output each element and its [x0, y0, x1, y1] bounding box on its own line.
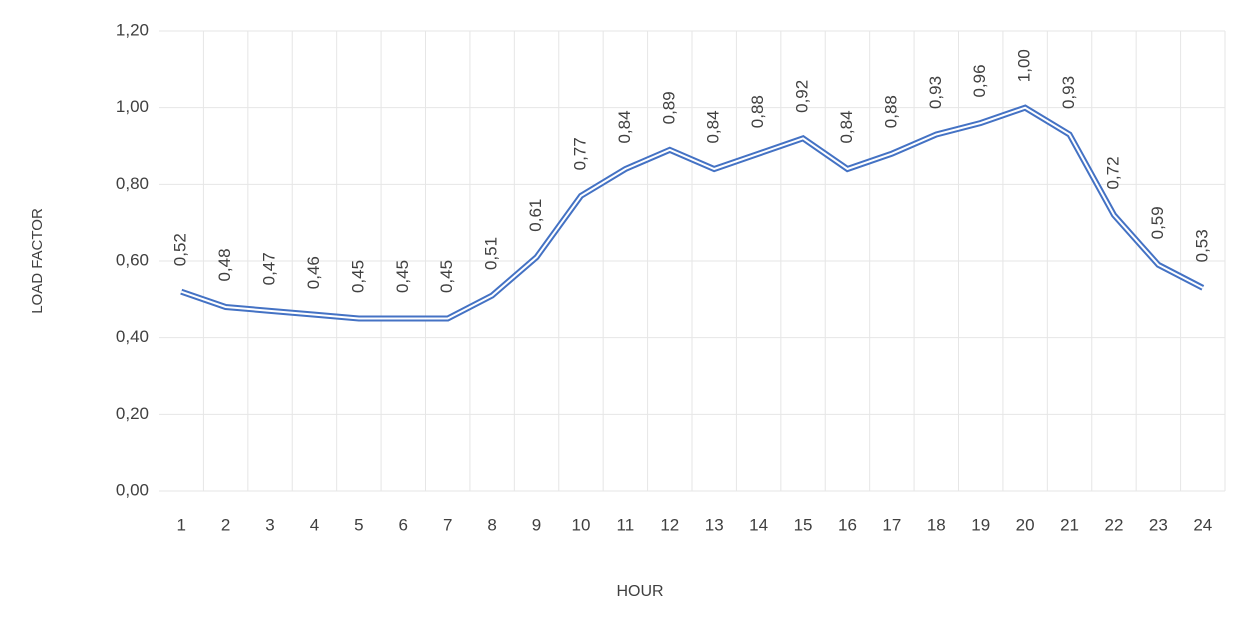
x-tick-label: 20: [1016, 515, 1035, 534]
data-label: 0,45: [393, 260, 412, 293]
x-tick-label: 23: [1149, 515, 1168, 534]
y-axis-title: LOAD FACTOR: [29, 208, 46, 314]
data-label: 0,96: [970, 64, 989, 97]
y-tick-label: 1,00: [116, 97, 149, 116]
y-tick-label: 1,20: [116, 20, 149, 39]
x-tick-label: 22: [1104, 515, 1123, 534]
x-tick-label: 15: [794, 515, 813, 534]
y-tick-label: 0,20: [116, 404, 149, 423]
y-tick-label: 0,60: [116, 250, 149, 269]
data-label: 0,93: [926, 76, 945, 109]
x-tick-label: 14: [749, 515, 768, 534]
x-tick-label: 13: [705, 515, 724, 534]
y-tick-label: 0,40: [116, 327, 149, 346]
data-label: 0,53: [1192, 229, 1211, 262]
line-core: [180, 106, 1204, 320]
data-label: 0,84: [837, 110, 856, 143]
x-tick-label: 12: [660, 515, 679, 534]
data-label: 0,51: [482, 237, 501, 270]
data-label: 0,45: [437, 260, 456, 293]
data-label: 0,48: [215, 248, 234, 281]
data-label: 0,46: [304, 256, 323, 289]
x-tick-label: 6: [399, 515, 408, 534]
data-label: 0,92: [793, 80, 812, 113]
x-tick-label: 24: [1193, 515, 1212, 534]
x-tick-label: 17: [882, 515, 901, 534]
data-label: 0,61: [526, 199, 545, 232]
data-label: 0,84: [615, 110, 634, 143]
x-tick-label: 7: [443, 515, 452, 534]
x-tick-label: 19: [971, 515, 990, 534]
data-label: 0,47: [260, 252, 279, 285]
data-label: 0,45: [348, 260, 367, 293]
x-tick-label: 2: [221, 515, 230, 534]
x-axis-title: HOUR: [616, 583, 663, 600]
x-tick-label: 18: [927, 515, 946, 534]
data-label: 0,84: [704, 110, 723, 143]
data-label: 0,89: [659, 91, 678, 124]
data-label: 0,88: [881, 95, 900, 128]
data-label: 0,88: [748, 95, 767, 128]
x-tick-label: 9: [532, 515, 541, 534]
data-label: 0,59: [1148, 206, 1167, 239]
x-tick-label: 4: [310, 515, 319, 534]
x-tick-label: 10: [571, 515, 590, 534]
x-tick-label: 3: [265, 515, 274, 534]
data-label: 0,77: [570, 137, 589, 170]
x-tick-label: 1: [176, 515, 185, 534]
x-tick-label: 5: [354, 515, 363, 534]
x-tick-label: 11: [617, 515, 635, 534]
data-label: 0,72: [1103, 156, 1122, 189]
data-label: 0,52: [171, 233, 190, 266]
data-label: 0,93: [1059, 76, 1078, 109]
x-tick-label: 16: [838, 515, 857, 534]
y-tick-label: 0,80: [116, 174, 149, 193]
x-tick-label: 21: [1060, 515, 1079, 534]
y-tick-label: 0,00: [116, 480, 149, 499]
data-label: 1,00: [1015, 49, 1034, 82]
x-tick-label: 8: [487, 515, 496, 534]
